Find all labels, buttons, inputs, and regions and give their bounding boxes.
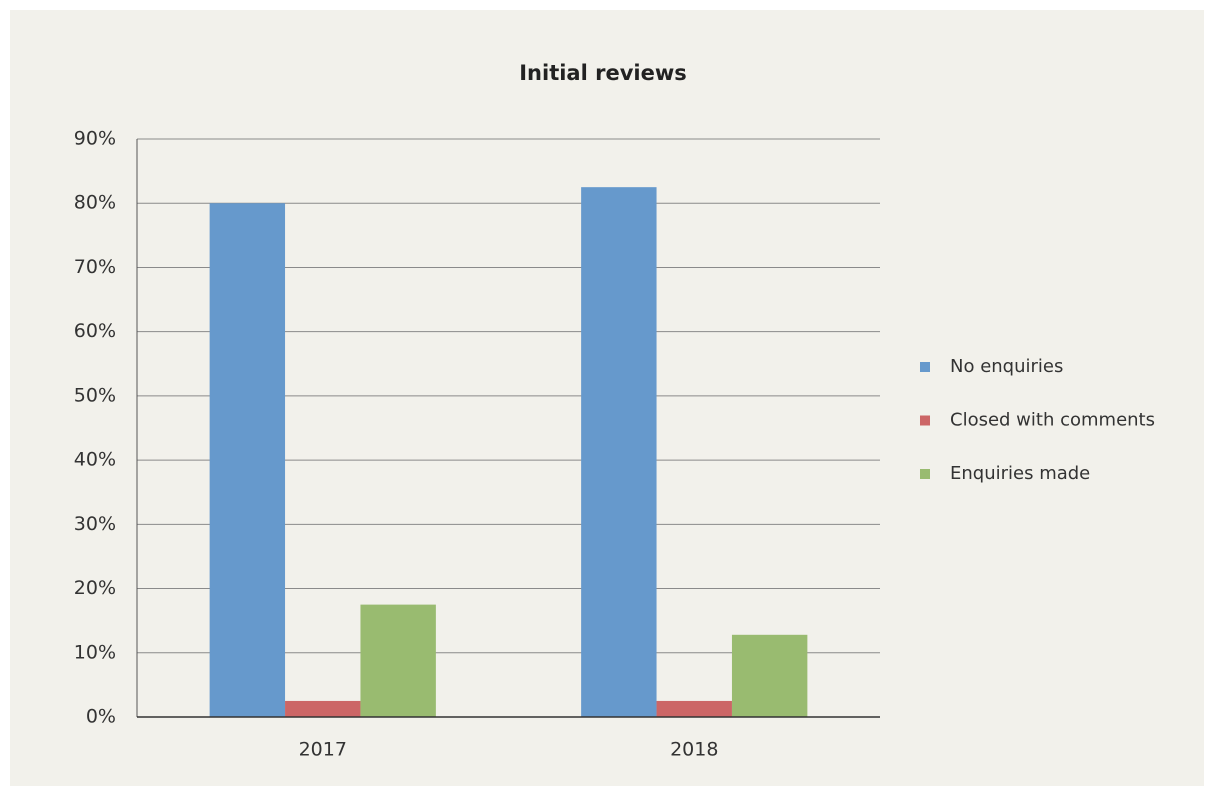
bar <box>731 634 808 717</box>
legend-swatch <box>920 469 930 479</box>
y-tick-label: 50% <box>74 384 116 406</box>
bar <box>285 700 361 717</box>
legend-label: No enquiries <box>950 356 1063 377</box>
y-tick-label: 30% <box>74 513 116 535</box>
y-tick-label: 0% <box>86 706 116 728</box>
bar <box>656 700 732 717</box>
y-tick-label: 40% <box>74 449 116 471</box>
y-tick-label: 20% <box>74 577 116 599</box>
bar <box>360 604 436 717</box>
y-tick-label: 80% <box>74 192 116 214</box>
legend-label: Enquiries made <box>950 463 1090 484</box>
legend-swatch <box>920 415 930 426</box>
chart-title: Initial reviews <box>519 61 687 85</box>
bar <box>581 187 657 717</box>
bar <box>209 203 286 717</box>
x-tick-label: 2018 <box>670 739 718 761</box>
y-tick-label: 60% <box>74 320 116 342</box>
legend-label: Closed with comments <box>950 410 1155 431</box>
legend-swatch <box>920 362 930 372</box>
y-tick-label: 90% <box>74 128 116 150</box>
y-tick-label: 70% <box>74 256 116 278</box>
y-tick-label: 10% <box>74 641 116 663</box>
x-tick-label: 2017 <box>299 739 347 761</box>
